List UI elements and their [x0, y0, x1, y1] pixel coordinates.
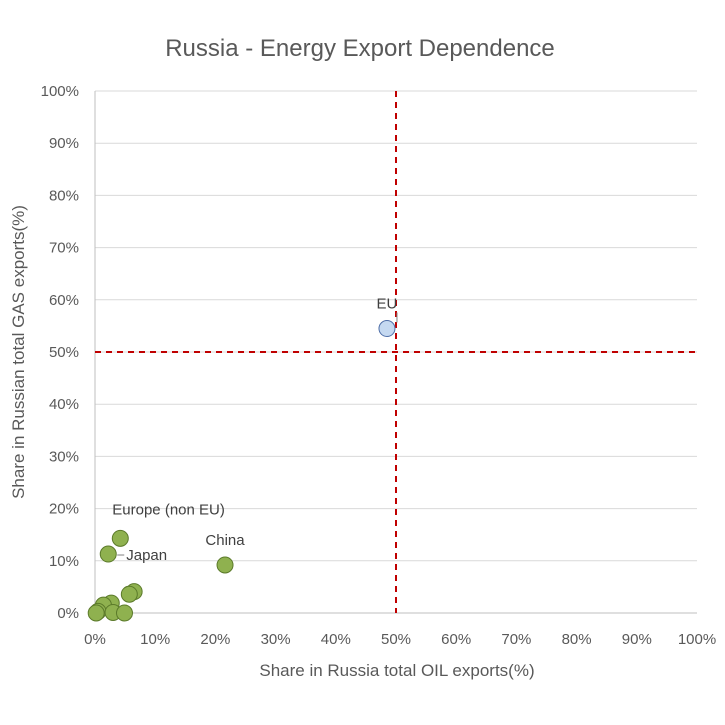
- chart-title: Russia - Energy Export Dependence: [165, 35, 555, 62]
- data-point: [216, 556, 234, 574]
- y-tick-label: 40%: [49, 396, 79, 413]
- x-tick-label: 90%: [622, 631, 652, 648]
- point-label: China: [205, 532, 245, 549]
- x-tick-label: 0%: [84, 631, 106, 648]
- y-tick-label: 90%: [49, 135, 79, 152]
- x-tick-label: 40%: [321, 631, 351, 648]
- y-tick-label: 100%: [41, 83, 79, 100]
- point-label: EU: [377, 296, 398, 313]
- reference-lines: [95, 91, 697, 613]
- y-tick-label: 20%: [49, 501, 79, 518]
- y-tick-label: 50%: [49, 344, 79, 361]
- x-tick-label: 20%: [200, 631, 230, 648]
- x-tick-label: 60%: [441, 631, 471, 648]
- x-tick-label: 80%: [562, 631, 592, 648]
- data-point: [99, 545, 117, 563]
- y-tick-label: 80%: [49, 187, 79, 204]
- x-axis-label: Share in Russia total OIL exports(%): [259, 661, 534, 680]
- data-point: [87, 604, 105, 622]
- x-tick-label: 10%: [140, 631, 170, 648]
- y-tick-label: 10%: [49, 553, 79, 570]
- y-tick-label: 30%: [49, 448, 79, 465]
- data-point: [115, 604, 133, 622]
- y-axis-label: Share in Russian total GAS exports(%): [9, 205, 28, 499]
- data-points: [87, 320, 396, 622]
- y-tick-label: 70%: [49, 240, 79, 257]
- point-label: Europe (non EU): [112, 501, 225, 518]
- x-tick-label: 50%: [381, 631, 411, 648]
- y-tick-label: 0%: [57, 605, 79, 622]
- x-tick-label: 70%: [501, 631, 531, 648]
- data-point: [111, 529, 129, 547]
- tick-labels: 0% 10% 20% 30% 40% 50% 60% 70% 80% 90% 100% 0% 10% 20…: [41, 83, 717, 648]
- data-point: [120, 585, 138, 603]
- x-tick-label: 30%: [261, 631, 291, 648]
- point-label: Japan: [126, 547, 167, 564]
- point-labels: EU Europe (non EU) Japan China: [112, 296, 398, 564]
- x-tick-label: 100%: [678, 631, 716, 648]
- y-tick-label: 60%: [49, 292, 79, 309]
- data-point: [378, 320, 396, 338]
